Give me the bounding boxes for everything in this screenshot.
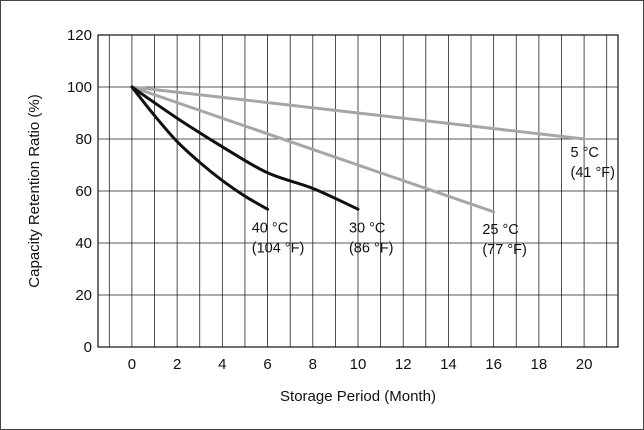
y-tick-label: 120 bbox=[67, 27, 92, 44]
grid bbox=[98, 34, 618, 348]
series-labels: 40 °C (104 °F) 30 °C (86 °F) 25 °C (77 °F) 5 °… bbox=[252, 145, 615, 258]
x-axis-title: Storage Period (Month) bbox=[280, 388, 436, 405]
x-tick-label: 14 bbox=[440, 356, 457, 373]
series-label-temp-f: (41 °F) bbox=[571, 165, 615, 181]
x-tick-label: 20 bbox=[576, 356, 593, 373]
x-tick-label: 6 bbox=[263, 356, 271, 373]
y-axis-title: Capacity Retention Ratio (%) bbox=[26, 94, 43, 287]
x-tick-labels: 0 2 4 6 8 10 12 14 16 18 20 bbox=[128, 356, 593, 373]
y-tick-label: 100 bbox=[67, 79, 92, 96]
y-tick-label: 60 bbox=[75, 183, 92, 200]
plot-area bbox=[97, 34, 619, 348]
series-line bbox=[130, 85, 496, 214]
x-tick-label: 8 bbox=[309, 356, 317, 373]
x-tick-label: 16 bbox=[485, 356, 502, 373]
y-tick-label: 20 bbox=[75, 287, 92, 304]
x-tick-label: 4 bbox=[218, 356, 226, 373]
x-tick-label: 0 bbox=[128, 356, 136, 373]
series-line bbox=[130, 85, 270, 211]
series-label: 30 °C bbox=[349, 221, 385, 237]
series-line bbox=[130, 85, 360, 211]
series-label: 5 °C bbox=[571, 145, 599, 161]
x-tick-label: 18 bbox=[531, 356, 548, 373]
series-label-temp-f: (77 °F) bbox=[482, 242, 526, 258]
y-tick-label: 80 bbox=[75, 131, 92, 148]
series-line bbox=[130, 85, 586, 141]
series-label-temp-f: (86 °F) bbox=[349, 241, 393, 257]
y-tick-labels: 0 20 40 60 80 100 120 bbox=[67, 27, 92, 356]
series-lines bbox=[130, 85, 586, 214]
x-tick-label: 10 bbox=[350, 356, 367, 373]
series-label-temp-f: (104 °F) bbox=[252, 241, 305, 257]
y-tick-label: 40 bbox=[75, 235, 92, 252]
series-label: 40 °C bbox=[252, 221, 288, 237]
x-tick-label: 2 bbox=[173, 356, 181, 373]
y-tick-label: 0 bbox=[84, 339, 92, 356]
x-tick-label: 12 bbox=[395, 356, 412, 373]
series-label: 25 °C bbox=[482, 222, 518, 238]
